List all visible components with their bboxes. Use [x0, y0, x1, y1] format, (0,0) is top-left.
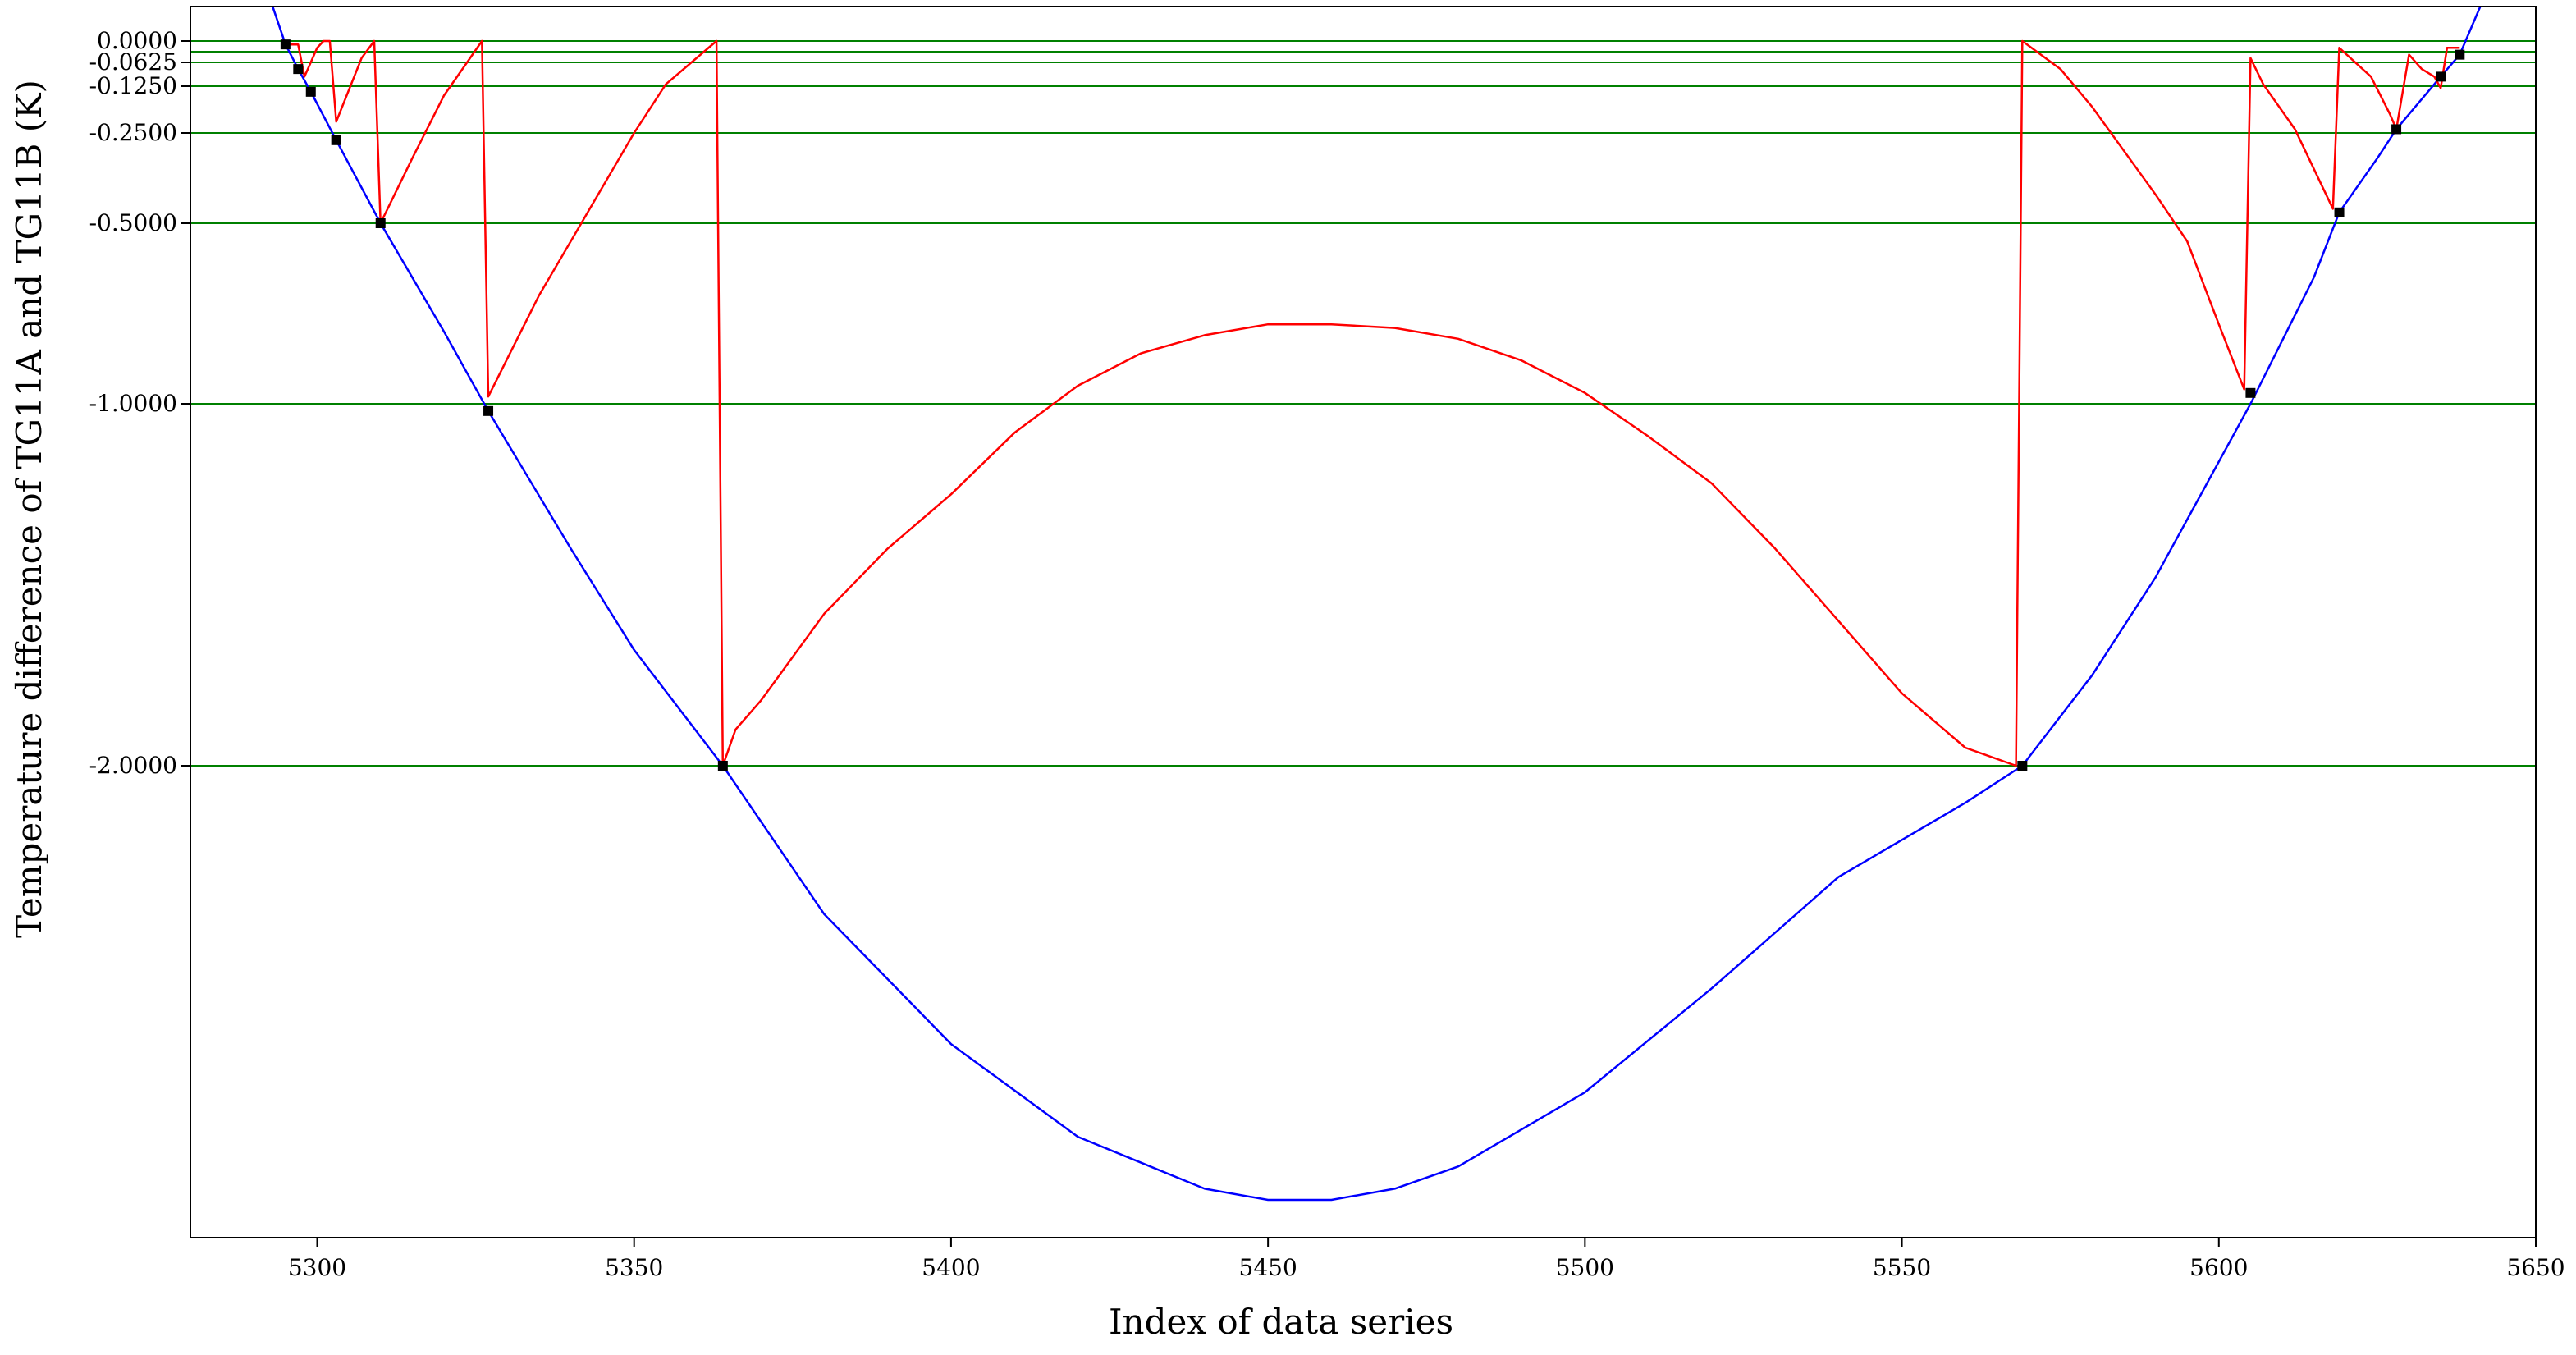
- threshold-lines: [190, 40, 2536, 767]
- data-marker: [483, 405, 494, 416]
- y-tick-label: -0.2500: [89, 119, 177, 146]
- y-tick-label: 0.0000: [97, 27, 177, 54]
- data-marker: [2391, 124, 2402, 135]
- y-axis: 0.0000-0.0625-0.1250 -0.2500 -0.5000 -1.000…: [89, 27, 190, 779]
- data-marker: [2436, 71, 2446, 82]
- x-tick-label: 5450: [1239, 1254, 1297, 1281]
- plot-frame: [190, 6, 2537, 1238]
- x-tick-label: 5500: [1556, 1254, 1614, 1281]
- x-tick-label: 5350: [605, 1254, 663, 1281]
- x-tick-label: 5600: [2189, 1254, 2248, 1281]
- data-marker: [305, 86, 316, 97]
- data-marker: [717, 761, 728, 771]
- x-tick-label: 5550: [1873, 1254, 1931, 1281]
- y-tick-label: -2.0000: [89, 752, 177, 779]
- data-marker: [280, 39, 291, 50]
- y-tick-label: -0.5000: [89, 209, 177, 236]
- y-axis-title: Temperature difference of TG11A and TG11…: [9, 80, 49, 938]
- series-layer: [271, 7, 2482, 1202]
- x-axis: 5300 5350 5400 5450 5500 5550 5600 5650: [288, 1238, 2565, 1281]
- marker-layer: [280, 39, 2465, 771]
- y-tick-label: -0.1250: [89, 72, 177, 99]
- x-tick-label: 5650: [2506, 1254, 2565, 1281]
- data-marker: [2017, 761, 2028, 771]
- data-marker: [293, 64, 304, 75]
- data-marker: [2245, 387, 2256, 398]
- y-tick-label: -1.0000: [89, 390, 177, 417]
- plot-area: [190, 7, 2536, 1202]
- x-tick-label: 5300: [288, 1254, 346, 1281]
- series-line-blue: [271, 7, 2482, 1202]
- x-tick-label: 5400: [922, 1254, 980, 1281]
- x-axis-title: Index of data series: [1109, 1302, 1453, 1342]
- data-marker: [375, 218, 386, 228]
- y-tick-label: -0.0625: [89, 48, 177, 76]
- data-marker: [331, 135, 341, 145]
- data-marker: [2455, 49, 2465, 60]
- data-marker: [2334, 207, 2345, 217]
- series-line-red: [285, 39, 2460, 767]
